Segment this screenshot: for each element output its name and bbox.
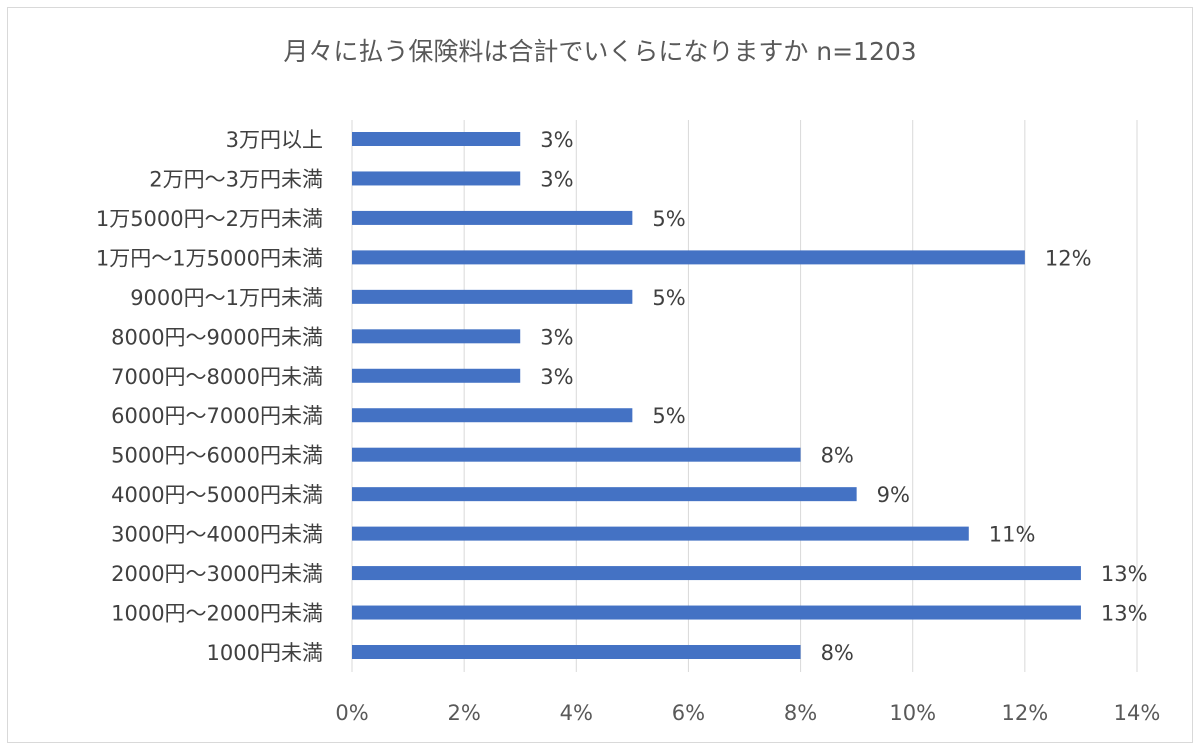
category-label: 1万5000円～2万円未満	[96, 207, 323, 231]
x-tick-label: 2%	[447, 701, 480, 725]
bar	[352, 210, 633, 225]
data-label: 9%	[877, 483, 910, 507]
data-label: 3%	[540, 325, 573, 349]
data-label: 5%	[652, 286, 685, 310]
data-label: 11%	[989, 523, 1036, 547]
category-labels: 3万円以上 2万円～3万円未満 1万5000円～2万円未満 1万円～1万5000円未満…	[96, 128, 323, 665]
bar	[352, 250, 1025, 265]
chart-title: 月々に払う保険料は合計でいくらになりますか n=1203	[283, 37, 916, 66]
x-tick-label: 12%	[1002, 701, 1049, 725]
category-label: 1万円～1万5000円未満	[96, 246, 323, 270]
data-label: 8%	[821, 444, 854, 468]
category-label: 7000円～8000円未満	[111, 365, 323, 389]
category-label: 6000円～7000円未満	[111, 404, 323, 428]
category-label: 9000円～1万円未満	[130, 286, 323, 310]
bar	[352, 408, 633, 423]
category-label: 1000円～2000円未満	[111, 602, 323, 626]
category-label: 8000円～9000円未満	[111, 325, 323, 349]
category-label: 2万円～3万円未満	[149, 167, 323, 191]
bar	[352, 289, 633, 304]
x-tick-label: 8%	[784, 701, 817, 725]
bar-layer: 3% 3% 5% 12% 5% 3% 3% 5% 8% 9% 11% 13% 13% 8%	[352, 128, 1148, 665]
x-tick-label: 6%	[672, 701, 705, 725]
data-label: 5%	[652, 207, 685, 231]
category-label: 4000円～5000円未満	[111, 483, 323, 507]
bar	[352, 447, 801, 462]
bar	[352, 368, 521, 383]
category-label: 5000円～6000円未満	[111, 444, 323, 468]
bar	[352, 605, 1081, 620]
bar	[352, 645, 801, 659]
data-label: 12%	[1045, 246, 1092, 270]
data-label: 13%	[1101, 562, 1148, 586]
x-tick-label: 0%	[335, 701, 368, 725]
x-tick-label: 10%	[889, 701, 936, 725]
grid-layer	[351, 120, 1138, 672]
bar	[352, 526, 969, 541]
category-label: 2000円～3000円未満	[111, 562, 323, 586]
data-label: 13%	[1101, 602, 1148, 626]
x-axis-ticks: 0% 2% 4% 6% 8% 10% 12% 14%	[335, 701, 1160, 725]
data-label: 8%	[821, 641, 854, 665]
x-tick-label: 4%	[560, 701, 593, 725]
bar	[352, 487, 857, 502]
chart-frame	[7, 7, 1193, 743]
bar	[352, 329, 521, 344]
data-label: 3%	[540, 167, 573, 191]
data-label: 3%	[540, 128, 573, 152]
category-label: 3000円～4000円未満	[111, 523, 323, 547]
category-label: 3万円以上	[226, 128, 323, 152]
category-label: 1000円未満	[207, 641, 323, 665]
x-tick-label: 14%	[1114, 701, 1161, 725]
data-label: 3%	[540, 365, 573, 389]
bar	[352, 132, 521, 146]
data-label: 5%	[652, 404, 685, 428]
bar	[352, 171, 521, 186]
bar	[352, 566, 1081, 581]
